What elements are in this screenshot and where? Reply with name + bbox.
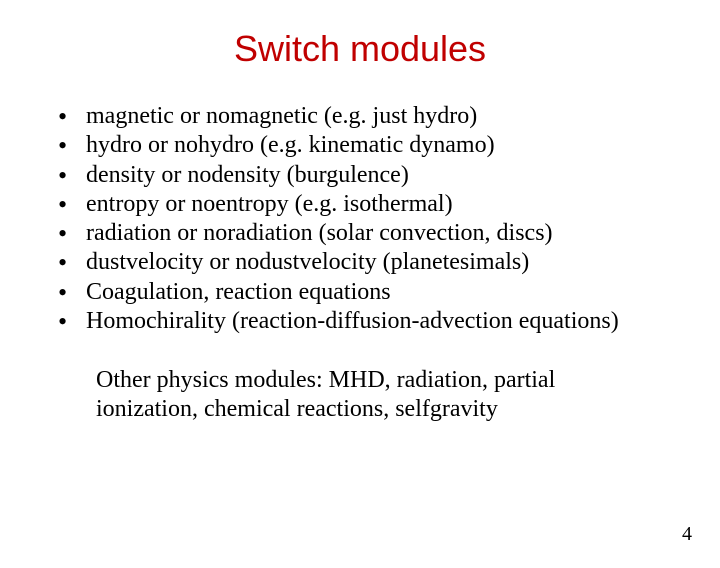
list-item: magnetic or nomagnetic (e.g. just hydro) [58, 102, 680, 131]
footer-note: Other physics modules: MHD, radiation, p… [0, 366, 720, 425]
slide-title: Switch modules [0, 28, 720, 70]
bullet-list: magnetic or nomagnetic (e.g. just hydro)… [0, 102, 720, 336]
page-number: 4 [682, 523, 692, 546]
list-item: hydro or nohydro (e.g. kinematic dynamo) [58, 131, 680, 160]
list-item: dustvelocity or nodustvelocity (planetes… [58, 248, 680, 277]
list-item: Homochirality (reaction-diffusion-advect… [58, 307, 680, 336]
list-item: radiation or noradiation (solar convecti… [58, 219, 680, 248]
list-item: entropy or noentropy (e.g. isothermal) [58, 190, 680, 219]
list-item: density or nodensity (burgulence) [58, 161, 680, 190]
list-item: Coagulation, reaction equations [58, 278, 680, 307]
